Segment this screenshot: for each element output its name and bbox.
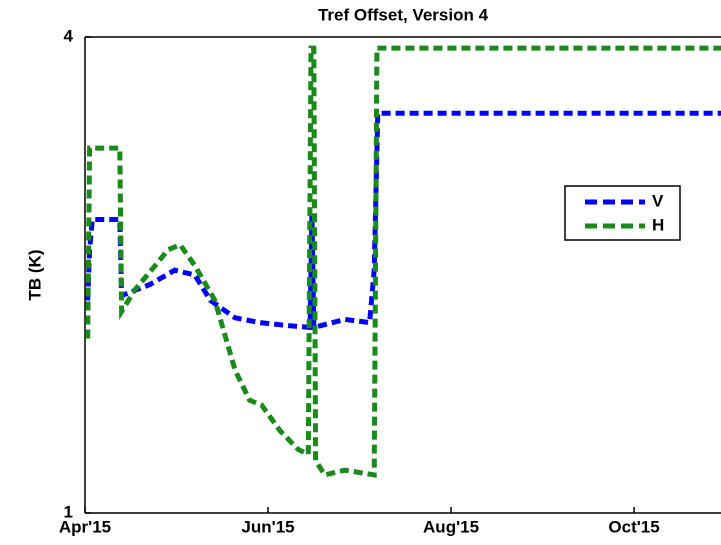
y-tick-label: 4 [64,26,74,45]
y-axis-label: TB (K) [25,250,44,301]
y-tick-label: 1 [64,502,73,521]
x-tick-label: Jun'15 [241,517,294,536]
legend-label: V [652,191,664,210]
legend-box [564,185,681,241]
legend-label: H [652,215,664,234]
chart-title: Tref Offset, Version 4 [318,5,489,24]
line-series [85,110,721,331]
x-tick-label: Apr'15 [59,517,111,536]
x-tick-label: Aug'15 [423,517,479,536]
line-series [85,45,721,478]
x-tick-label: Oct'15 [608,517,659,536]
